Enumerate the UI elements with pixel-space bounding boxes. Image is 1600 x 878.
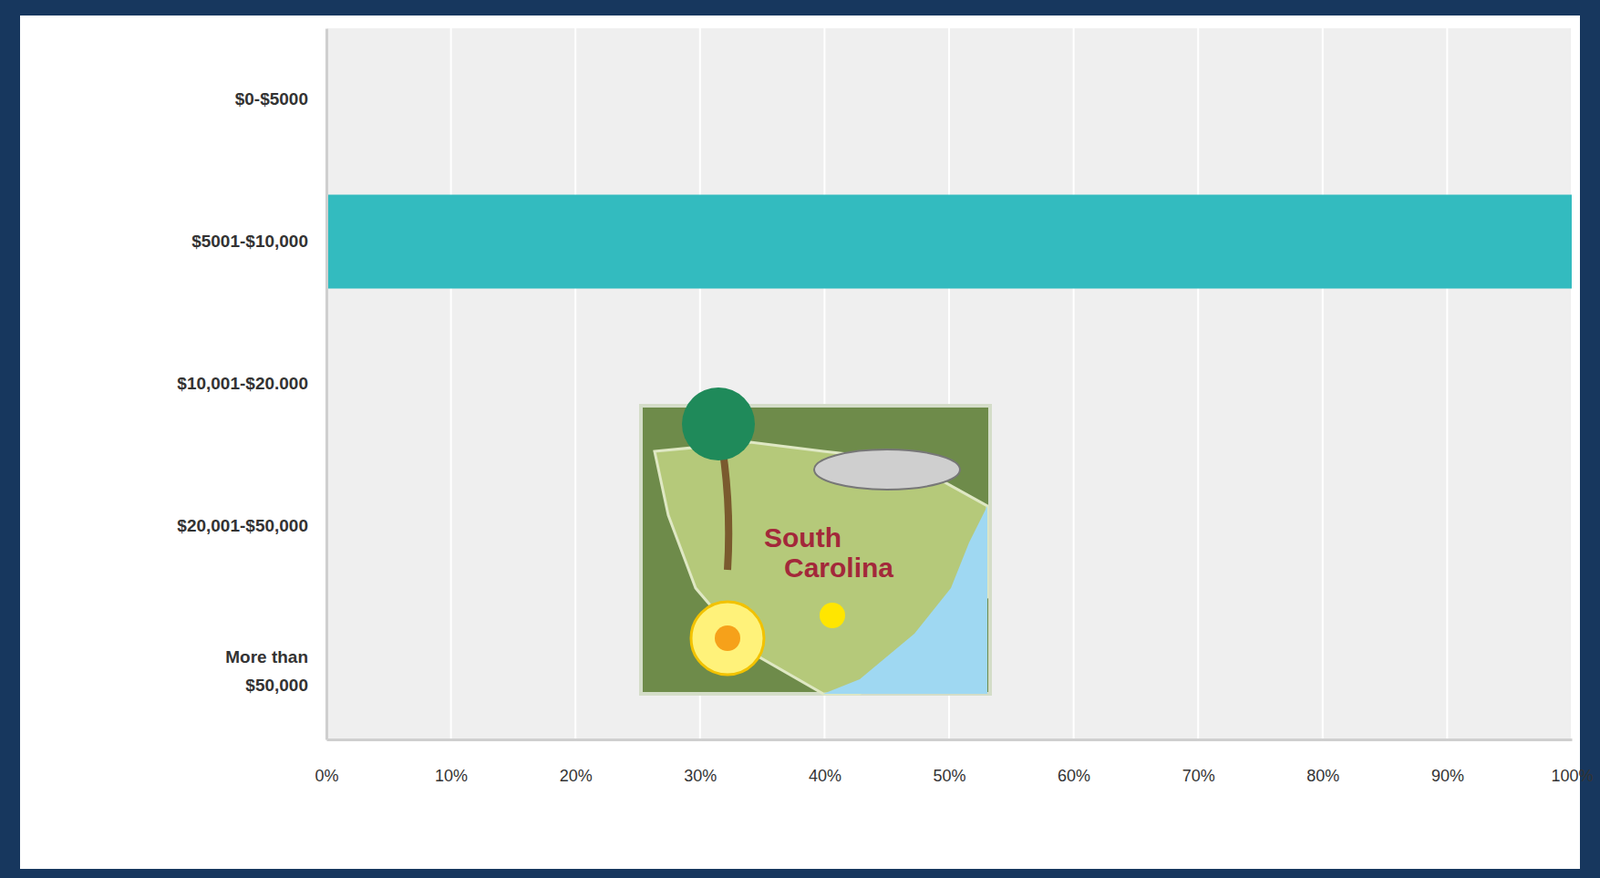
y-tick: $5001-$10,000 [191, 231, 327, 251]
x-tick: 90% [1431, 739, 1465, 785]
x-tick-label: 40% [808, 766, 842, 785]
y-tick: $20,001-$50,000 [176, 516, 327, 536]
grid-line [1073, 28, 1075, 740]
x-tick-label: 30% [683, 766, 717, 785]
y-tick-label: $5001-$10,000 [191, 231, 309, 251]
clip-art: SouthCarolina [640, 387, 991, 694]
y-tick-label: $20,001-$50,000 [176, 516, 309, 536]
x-tick: 30% [683, 739, 717, 785]
x-tick: 80% [1306, 739, 1340, 785]
bar [326, 195, 1572, 290]
x-tick-label: 10% [434, 766, 468, 785]
x-tick-label: 100% [1550, 766, 1593, 785]
x-tick: 100% [1550, 739, 1593, 785]
grid-line [574, 28, 577, 740]
x-tick: 20% [559, 739, 593, 785]
y-tick: More than$50,000 [225, 647, 327, 694]
flower [691, 601, 764, 675]
x-tick-label: 0% [314, 766, 339, 785]
state-shape [654, 442, 988, 694]
grid-line [1197, 28, 1199, 740]
x-tick: 0% [314, 739, 339, 785]
x-tick-label: 60% [1057, 766, 1091, 785]
annotation: SouthCarolina [763, 522, 894, 583]
panel-background [20, 15, 1580, 869]
x-tick-label: 50% [932, 766, 966, 785]
grid-line [1445, 28, 1448, 740]
y-tick: $10,001-$20.000 [176, 373, 327, 393]
y-tick: $0-$5000 [235, 89, 327, 109]
plot-background [326, 28, 1572, 740]
palm-leaves [681, 387, 755, 461]
x-axis: 0% 10% 20% 30% 40% 50% 60% 70% 80% 90% 100% [314, 739, 1593, 785]
x-tick-label: 20% [559, 766, 593, 785]
x-tick-label: 90% [1431, 766, 1465, 785]
x-axis-line [327, 738, 1573, 742]
y-axis: $0-$5000 $5001-$10,000 $10,001-$20.000 $20,… [176, 29, 327, 741]
x-tick-label: 70% [1182, 766, 1216, 785]
x-tick: 60% [1057, 739, 1091, 785]
grid-line [1570, 28, 1573, 740]
y-axis-line [325, 29, 329, 741]
x-tick: 70% [1182, 739, 1216, 785]
y-tick-label: More than$50,000 [225, 647, 309, 694]
chart-root: 0% 10% 20% 30% 40% 50% 60% 70% 80% 90% 100% $0-$500… [0, 0, 1600, 878]
x-tick: 40% [808, 739, 842, 785]
y-tick-label: $0-$5000 [235, 89, 309, 109]
x-tick: 10% [434, 739, 468, 785]
flower-center [714, 625, 741, 651]
grid-line [450, 28, 453, 740]
grid [326, 28, 1572, 740]
y-tick-label: $10,001-$20.000 [176, 373, 309, 393]
sun [819, 602, 846, 629]
x-tick: 50% [932, 739, 966, 785]
fish [814, 449, 960, 490]
grid-line [325, 28, 328, 740]
x-tick-label: 80% [1306, 766, 1340, 785]
water [823, 505, 988, 694]
grid-line [1321, 28, 1324, 740]
bars [326, 195, 1572, 290]
